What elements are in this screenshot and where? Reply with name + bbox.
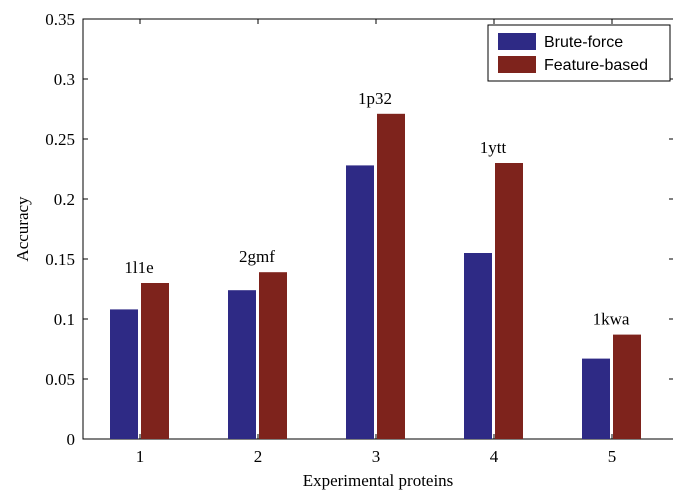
y-tick-label: 0.25: [45, 130, 75, 149]
bar-feature-based-5: [613, 334, 641, 439]
bar-annotations: 1l1e 2gmf 1p32 1ytt 1kwa: [124, 89, 630, 329]
x-axis-label: Experimental proteins: [303, 471, 454, 490]
y-tick-label: 0.05: [45, 370, 75, 389]
y-tick-label: 0.35: [45, 10, 75, 29]
legend: Brute-force Feature-based: [487, 24, 671, 82]
y-tick-label: 0: [67, 430, 76, 449]
y-axis-label: Accuracy: [13, 196, 32, 262]
bar-brute-force-5: [582, 358, 610, 439]
bar-feature-based-2: [259, 272, 287, 439]
y-tick-label: 0.1: [54, 310, 75, 329]
x-tick-label: 3: [372, 447, 381, 466]
bar-brute-force-3: [346, 165, 374, 439]
y-tick-label: 0.3: [54, 70, 75, 89]
bar-feature-based-4: [495, 163, 523, 439]
bar-brute-force-2: [228, 290, 256, 439]
legend-label-brute-force: Brute-force: [544, 34, 623, 51]
y-tick-label: 0.2: [54, 190, 75, 209]
annotation-2gmf: 2gmf: [239, 247, 275, 266]
x-tick-label: 4: [490, 447, 499, 466]
annotation-1p32: 1p32: [358, 89, 392, 108]
legend-swatch-brute-force: [498, 33, 536, 50]
y-axis: 0 0.05 0.1 0.15 0.2 0.25 0.3 0.35: [45, 10, 673, 449]
bar-brute-force-4: [464, 253, 492, 439]
x-tick-label: 2: [254, 447, 263, 466]
x-tick-label: 1: [136, 447, 145, 466]
annotation-1kwa: 1kwa: [593, 310, 630, 329]
annotation-1ytt: 1ytt: [480, 138, 507, 157]
bar-group: [110, 113, 641, 440]
y-tick-label: 0.15: [45, 250, 75, 269]
bar-feature-based-1: [141, 283, 169, 439]
bar-feature-based-3: [377, 113, 405, 440]
x-axis: 1 2 3 4 5: [136, 19, 617, 466]
legend-swatch-feature-based: [498, 56, 536, 73]
legend-label-feature-based: Feature-based: [544, 57, 648, 74]
annotation-1l1e: 1l1e: [124, 258, 153, 277]
x-tick-label: 5: [608, 447, 617, 466]
bar-brute-force-1: [110, 309, 138, 439]
